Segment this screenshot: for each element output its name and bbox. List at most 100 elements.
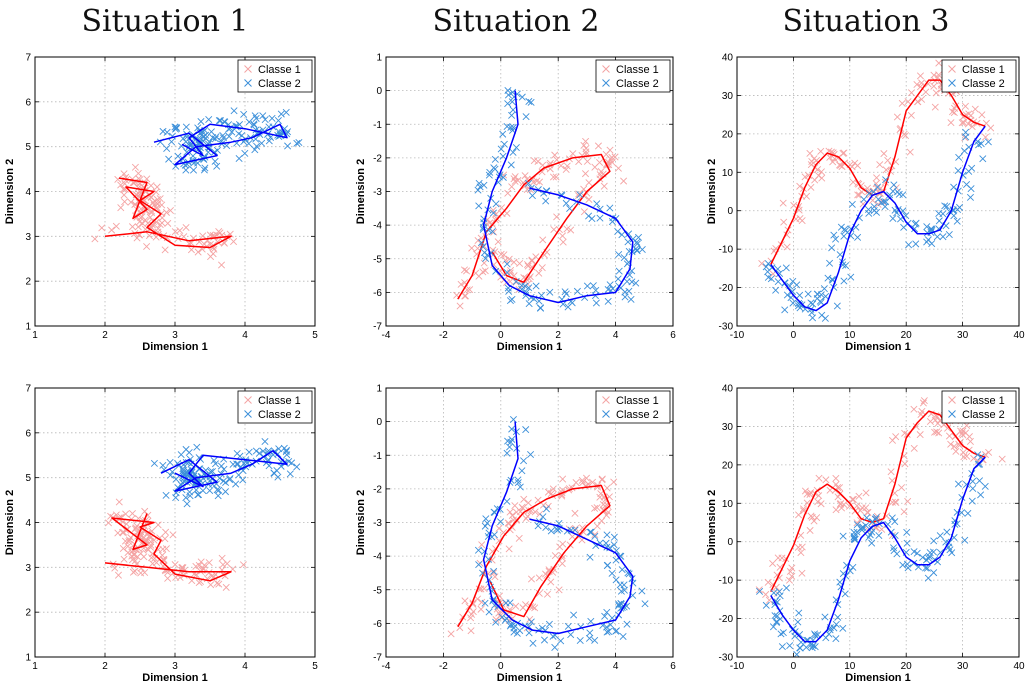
scatter-point	[623, 602, 631, 610]
trajectory-classe-2	[160, 450, 288, 492]
scatter-point	[508, 295, 516, 303]
y-tick-label: 1	[376, 384, 382, 395]
scatter-point	[910, 444, 918, 452]
scatter-point	[898, 99, 906, 107]
scatter-point	[891, 531, 899, 540]
scatter-point	[542, 197, 550, 205]
scatter-point	[475, 272, 483, 280]
x-tick-label: -10	[730, 661, 745, 672]
scatter-point	[524, 179, 533, 187]
scatter-point	[943, 528, 951, 536]
scatter-point	[918, 95, 926, 103]
scatter-point	[822, 476, 830, 484]
plot-area	[91, 107, 303, 269]
scatter-point	[985, 448, 993, 456]
scatter-point	[783, 291, 791, 299]
scatter-point	[591, 504, 599, 512]
legend-box	[941, 390, 1017, 424]
scatter-point	[206, 231, 214, 239]
scatter-point	[965, 110, 973, 118]
scatter-point	[518, 467, 526, 475]
scatter-point	[120, 170, 128, 178]
scatter-point	[239, 476, 247, 484]
scatter-point	[862, 504, 870, 512]
scatter-point	[832, 620, 840, 628]
scatter-point	[913, 80, 921, 88]
scatter-point	[223, 560, 231, 568]
scatter-point	[771, 612, 779, 620]
scatter-point	[121, 198, 129, 206]
scatter-point	[841, 225, 849, 233]
scatter-point	[950, 442, 958, 450]
scatter-point	[457, 280, 465, 288]
plot-area	[758, 59, 995, 322]
scatter-point	[788, 564, 796, 572]
scatter-point	[558, 232, 567, 240]
scatter-point	[950, 109, 958, 117]
scatter-point	[158, 551, 166, 559]
scatter-point	[114, 175, 122, 183]
scatter-point	[507, 620, 515, 628]
scatter-point	[259, 447, 267, 455]
scatter-point	[516, 260, 524, 268]
scatter-point	[620, 177, 628, 185]
scatter-point	[550, 225, 558, 234]
scatter-point	[528, 192, 536, 200]
scatter-point	[606, 621, 615, 629]
scatter-point	[282, 108, 290, 116]
scatter-point	[964, 120, 972, 128]
scatter-point	[490, 531, 498, 539]
scatter-point	[535, 626, 543, 634]
scatter-point	[932, 89, 940, 97]
x-tick-label: 5	[312, 330, 318, 341]
x-tick-label: 20	[901, 330, 913, 341]
scatter-point	[966, 193, 974, 201]
scatter-point	[841, 227, 850, 235]
scatter-point	[958, 119, 966, 127]
scatter-point	[836, 578, 844, 586]
scatter-point	[475, 561, 483, 569]
scatter-point	[208, 468, 216, 476]
legend-label: Classe 2	[258, 409, 301, 421]
scatter-point	[229, 460, 237, 468]
scatter-point	[213, 162, 221, 170]
scatter-point	[591, 292, 599, 300]
scatter-point	[974, 451, 982, 459]
scatter-point	[833, 302, 841, 310]
y-tick-label: 1	[376, 53, 382, 64]
scatter-point	[482, 255, 490, 263]
scatter-point	[506, 269, 514, 277]
scatter-point	[526, 186, 534, 194]
scatter-point	[557, 637, 565, 645]
scatter-point	[492, 616, 500, 624]
trajectory-classe-2	[770, 125, 986, 312]
scatter-point	[179, 155, 187, 163]
scatter-point	[182, 138, 190, 146]
scatter-point	[638, 587, 646, 595]
scatter-point	[514, 476, 522, 484]
scatter-point	[814, 498, 822, 506]
scatter-point	[491, 165, 499, 173]
x-tick-label: 0	[791, 661, 797, 672]
scatter-point	[610, 533, 618, 541]
scatter-point	[923, 223, 931, 231]
scatter-point	[511, 177, 519, 185]
scatter-point	[850, 535, 858, 543]
scatter-point	[796, 644, 804, 652]
scatter-point	[226, 476, 234, 484]
scatter-point	[461, 292, 469, 300]
scatter-point	[610, 478, 618, 486]
scatter-point	[149, 560, 157, 568]
y-tick-label: 1	[25, 653, 31, 664]
scatter-point	[503, 497, 511, 505]
scatter-point	[966, 437, 974, 445]
scatter-point	[585, 179, 593, 187]
y-tick-label: 20	[722, 460, 734, 471]
scatter-point	[221, 118, 229, 126]
scatter-point	[538, 168, 546, 176]
scatter-point	[505, 545, 513, 553]
scatter-point	[539, 236, 547, 244]
scatter-point	[830, 231, 838, 239]
scatter-point	[192, 562, 200, 570]
scatter-point	[525, 629, 533, 637]
